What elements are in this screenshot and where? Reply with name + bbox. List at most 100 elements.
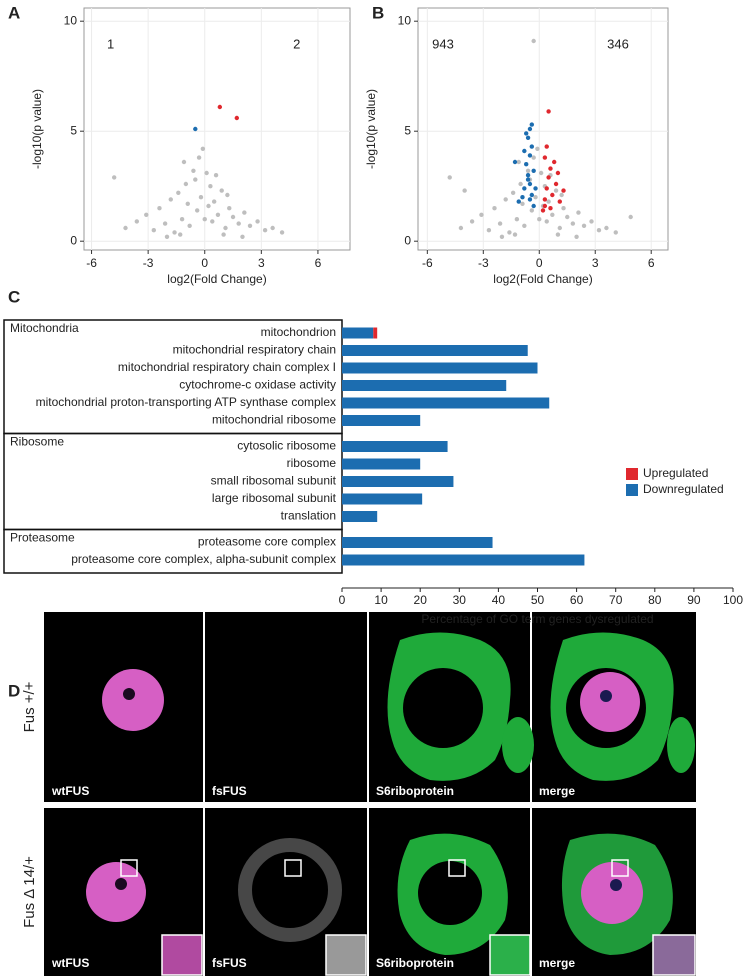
bar-segment [342,511,378,522]
point [215,212,221,217]
category-label: mitochondrial respiratory chain complex … [118,360,336,374]
channel-label: merge [539,956,575,970]
point [210,219,215,224]
point [486,228,492,233]
point [520,195,525,200]
point [538,170,544,176]
x-tick-label: 0 [201,256,208,270]
point [527,153,533,158]
point [247,223,253,228]
point [514,217,520,222]
point [522,223,527,228]
point [531,203,536,209]
point [544,186,549,191]
nucleus [86,862,146,922]
roi-box [611,859,629,877]
point [518,181,523,187]
channel-label: merge [539,784,575,798]
annotation: 1 [107,36,114,51]
point [512,159,518,165]
group-box [3,528,343,574]
point [525,177,531,182]
point [525,173,531,178]
category-label: cytochrome-c oxidase activity [179,378,336,392]
point [204,170,209,176]
point [535,146,540,151]
point [551,159,557,165]
cytoplasm-stain [667,717,695,773]
row-label: Fus Δ 14/+ [21,856,38,928]
point [555,232,561,237]
point [561,188,566,193]
channel-label: fsFUS [212,956,247,970]
point [550,212,555,217]
x-tick-label: 100 [723,593,743,607]
point [529,208,535,213]
point [227,206,232,211]
bar-segment [373,327,378,339]
category-label: mitochondrion [261,325,336,339]
channel-label: wtFUS [51,956,89,970]
panel-label: B [372,3,384,22]
point [194,208,200,213]
legend-label: Downregulated [643,482,724,496]
group-label: Proteasome [10,531,75,545]
x-tick-label: -3 [143,256,154,270]
group-label: Ribosome [10,435,64,449]
point [230,214,236,220]
point [576,210,581,215]
point [561,206,566,211]
x-tick-label: 60 [570,593,584,607]
point [510,190,516,195]
bar-segment [342,380,507,391]
point [550,192,555,198]
micrograph-grid [44,612,696,976]
x-tick-label: 6 [315,256,322,270]
bar-segment [342,397,550,409]
bar-segment [342,441,448,452]
channel-label: fsFUS [212,784,247,798]
point [524,131,529,136]
x-tick-label: 90 [687,593,701,607]
point [191,168,196,173]
point [527,197,533,202]
point [527,181,533,187]
point [179,217,185,222]
x-tick-label: -6 [422,256,433,270]
point [604,225,609,231]
point [557,225,562,231]
x-axis-label: Percentage of GO term genes dysregulated [421,612,653,626]
point [512,232,518,237]
point [279,230,285,235]
point [172,230,177,235]
nucleolus [115,878,127,890]
category-label: cytosolic ribosome [237,439,336,453]
cytoplasm-stain [502,717,534,773]
nucleus [580,672,640,732]
point [544,144,549,149]
point [178,232,183,237]
inset [652,934,696,976]
point [527,126,533,132]
x-tick-label: 30 [453,593,467,607]
point [217,104,223,110]
point [525,135,531,140]
category-label: proteasome core complex, alpha-subunit c… [71,552,336,566]
point [462,188,467,193]
point [596,228,602,233]
nucleolus [600,690,612,702]
point [522,186,527,191]
point [553,181,559,187]
x-tick-label: 20 [414,593,428,607]
bar-segment [342,327,374,339]
y-axis-label: -log10(p value) [30,89,44,169]
plot-background [83,7,351,251]
point [492,206,497,211]
category-label: proteasome core complex [198,535,336,549]
x-tick-label: -6 [86,256,97,270]
point [123,225,128,231]
channel-label: S6riboprotein [376,956,454,970]
roi-boxes [120,859,629,877]
point [236,221,241,226]
point [497,221,503,226]
